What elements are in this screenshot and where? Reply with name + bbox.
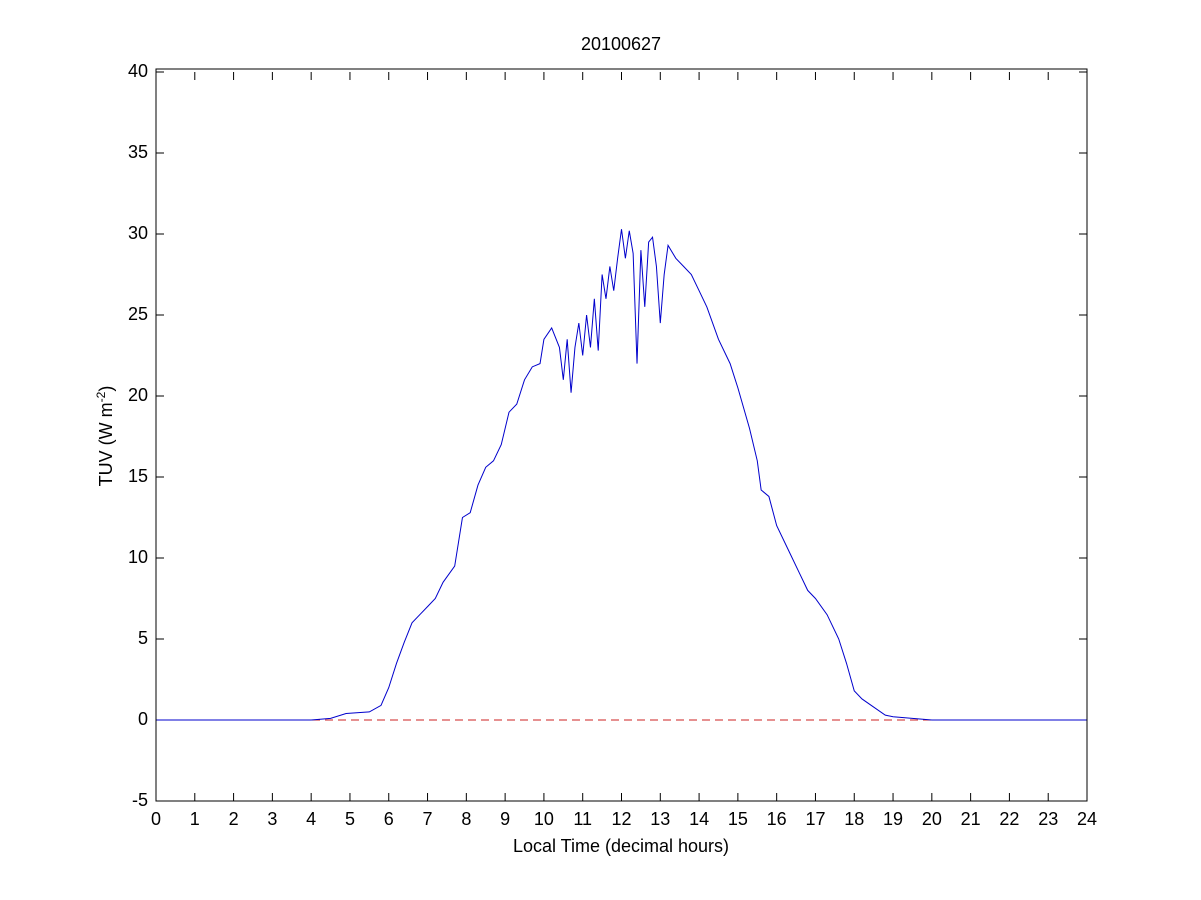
x-tick-label: 21 bbox=[961, 809, 981, 829]
x-tick-label: 14 bbox=[689, 809, 709, 829]
x-tick-label: 13 bbox=[650, 809, 670, 829]
x-tick-label: 18 bbox=[844, 809, 864, 829]
y-tick-label: 10 bbox=[128, 547, 148, 567]
x-tick-label: 2 bbox=[229, 809, 239, 829]
x-tick-label: 24 bbox=[1077, 809, 1097, 829]
x-tick-label: 5 bbox=[345, 809, 355, 829]
x-tick-label: 23 bbox=[1038, 809, 1058, 829]
y-label-text: TUV (W m bbox=[96, 402, 116, 486]
x-tick-label: 16 bbox=[767, 809, 787, 829]
y-tick-label: 20 bbox=[128, 385, 148, 405]
x-tick-label: 22 bbox=[999, 809, 1019, 829]
y-label-superscript: -2 bbox=[94, 391, 108, 402]
x-tick-label: 6 bbox=[384, 809, 394, 829]
x-tick-label: 3 bbox=[267, 809, 277, 829]
y-axis-label: TUV (W m-2) bbox=[94, 386, 116, 487]
chart-title: 20100627 bbox=[581, 34, 661, 54]
y-tick-label: 35 bbox=[128, 142, 148, 162]
y-label-suffix: ) bbox=[96, 386, 116, 392]
x-tick-label: 11 bbox=[573, 809, 592, 829]
y-tick-label: 25 bbox=[128, 304, 148, 324]
x-tick-label: 10 bbox=[534, 809, 554, 829]
y-tick-label: 30 bbox=[128, 223, 148, 243]
x-tick-label: 15 bbox=[728, 809, 748, 829]
x-tick-label: 0 bbox=[151, 809, 161, 829]
y-tick-label: 0 bbox=[138, 709, 148, 729]
plot-frame bbox=[155, 68, 1088, 802]
x-tick-label: 12 bbox=[611, 809, 631, 829]
x-tick-label: 19 bbox=[883, 809, 903, 829]
y-tick-label: 40 bbox=[128, 61, 148, 81]
x-tick-label: 17 bbox=[805, 809, 825, 829]
x-tick-label: 9 bbox=[500, 809, 510, 829]
x-tick-label: 4 bbox=[306, 809, 316, 829]
y-tick-label: -5 bbox=[132, 790, 148, 810]
y-tick-label: 5 bbox=[138, 628, 148, 648]
x-tick-label: 7 bbox=[423, 809, 433, 829]
y-tick-label: 15 bbox=[128, 466, 148, 486]
x-axis-label: Local Time (decimal hours) bbox=[513, 836, 729, 856]
x-tick-label: 1 bbox=[190, 809, 200, 829]
x-tick-label: 8 bbox=[461, 809, 471, 829]
data-line bbox=[156, 229, 1087, 721]
x-tick-label: 20 bbox=[922, 809, 942, 829]
